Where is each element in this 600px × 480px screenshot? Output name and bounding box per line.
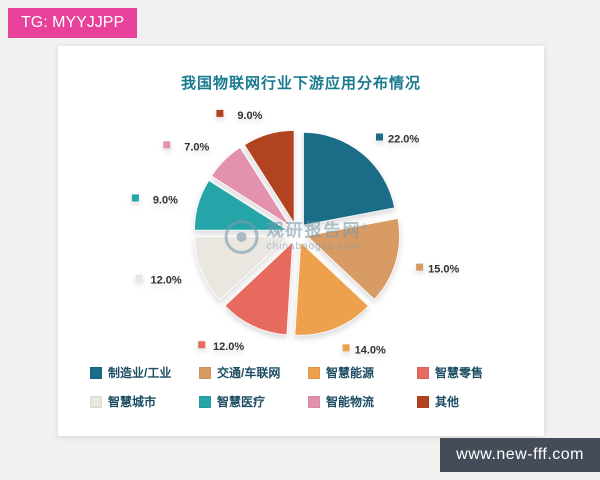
legend-label: 制造业/工业 bbox=[108, 366, 172, 380]
legend-swatch-icon bbox=[90, 395, 102, 408]
legend-swatch-icon bbox=[90, 366, 102, 379]
site-badge-text: www.new-fff.com bbox=[456, 446, 584, 463]
legend-label: 智慧零售 bbox=[435, 366, 484, 380]
tg-badge: TG: MYYJJPP bbox=[8, 8, 138, 38]
legend-item-0: 制造业/工业 bbox=[90, 364, 195, 381]
legend-label: 交通/车联网 bbox=[217, 366, 281, 380]
legend-swatch-icon bbox=[308, 366, 320, 379]
chart-area: 22.0% 15.0% 14.0% 12.0% 12.0% 9.0% 7.0% 9.0% 观研… bbox=[58, 98, 544, 360]
pie-slice-1 bbox=[305, 217, 401, 301]
pie-slice-6 bbox=[210, 146, 291, 227]
pct-label-2: 14.0% bbox=[355, 344, 386, 356]
pie-slice-7 bbox=[243, 129, 295, 226]
pct-label-5: 9.0% bbox=[153, 194, 178, 206]
legend-item-4: 智慧城市 bbox=[90, 393, 195, 410]
legend-label: 智能物流 bbox=[326, 395, 375, 409]
legend-swatch-icon bbox=[199, 366, 211, 379]
chart-card: 我国物联网行业下游应用分布情况 22.0% 15.0% 14.0% 12.0% 12.0… bbox=[58, 46, 544, 436]
pie-slice-5 bbox=[193, 179, 290, 231]
pie-chart: 22.0% 15.0% 14.0% 12.0% 12.0% 9.0% 7.0% 9.0% bbox=[131, 109, 460, 356]
tg-badge-text: TG: MYYJJPP bbox=[21, 14, 125, 31]
pct-marker-icon-1 bbox=[416, 263, 424, 271]
pct-marker-icon-6 bbox=[163, 141, 171, 149]
chart-title: 我国物联网行业下游应用分布情况 bbox=[180, 75, 421, 92]
pct-marker-icon-5 bbox=[131, 194, 139, 202]
pct-label-6: 7.0% bbox=[184, 141, 209, 153]
legend-item-5: 智慧医疗 bbox=[199, 393, 304, 410]
pct-label-1: 15.0% bbox=[428, 264, 459, 276]
legend-label: 智慧城市 bbox=[108, 395, 157, 409]
pct-marker-icon-2 bbox=[342, 344, 350, 352]
legend-item-3: 智慧零售 bbox=[417, 364, 522, 381]
legend-swatch-icon bbox=[308, 395, 320, 408]
legend-swatch-icon bbox=[417, 366, 429, 379]
pct-label-0: 22.0% bbox=[388, 134, 419, 146]
site-badge: www.new-fff.com bbox=[440, 438, 600, 472]
pct-label-3: 12.0% bbox=[213, 341, 244, 353]
legend-swatch-icon bbox=[417, 395, 429, 408]
pie-slice-3 bbox=[224, 240, 294, 336]
pct-marker-icon-4 bbox=[135, 274, 143, 282]
legend-item-1: 交通/车联网 bbox=[199, 364, 304, 381]
pie-slice-4 bbox=[194, 236, 289, 302]
pct-label-4: 12.0% bbox=[150, 275, 181, 287]
legend-label: 智慧能源 bbox=[326, 366, 375, 380]
legend-swatch-icon bbox=[199, 395, 211, 408]
pct-label-7: 9.0% bbox=[237, 110, 262, 122]
pct-marker-icon-7 bbox=[216, 109, 224, 117]
legend-item-2: 智慧能源 bbox=[308, 364, 413, 381]
legend-item-7: 其他 bbox=[417, 393, 522, 410]
pct-marker-icon-3 bbox=[198, 341, 206, 349]
legend-label: 其他 bbox=[435, 395, 460, 409]
pct-marker-icon-0 bbox=[376, 133, 383, 141]
pie-slice-0 bbox=[302, 131, 396, 226]
pie-slice-2 bbox=[294, 241, 370, 336]
legend-label: 智慧医疗 bbox=[217, 395, 266, 409]
legend-item-6: 智能物流 bbox=[308, 393, 413, 410]
legend: 制造业/工业 交通/车联网 智慧能源 智慧零售智慧城市 智慧医疗 智能物流 其他 bbox=[90, 364, 522, 410]
